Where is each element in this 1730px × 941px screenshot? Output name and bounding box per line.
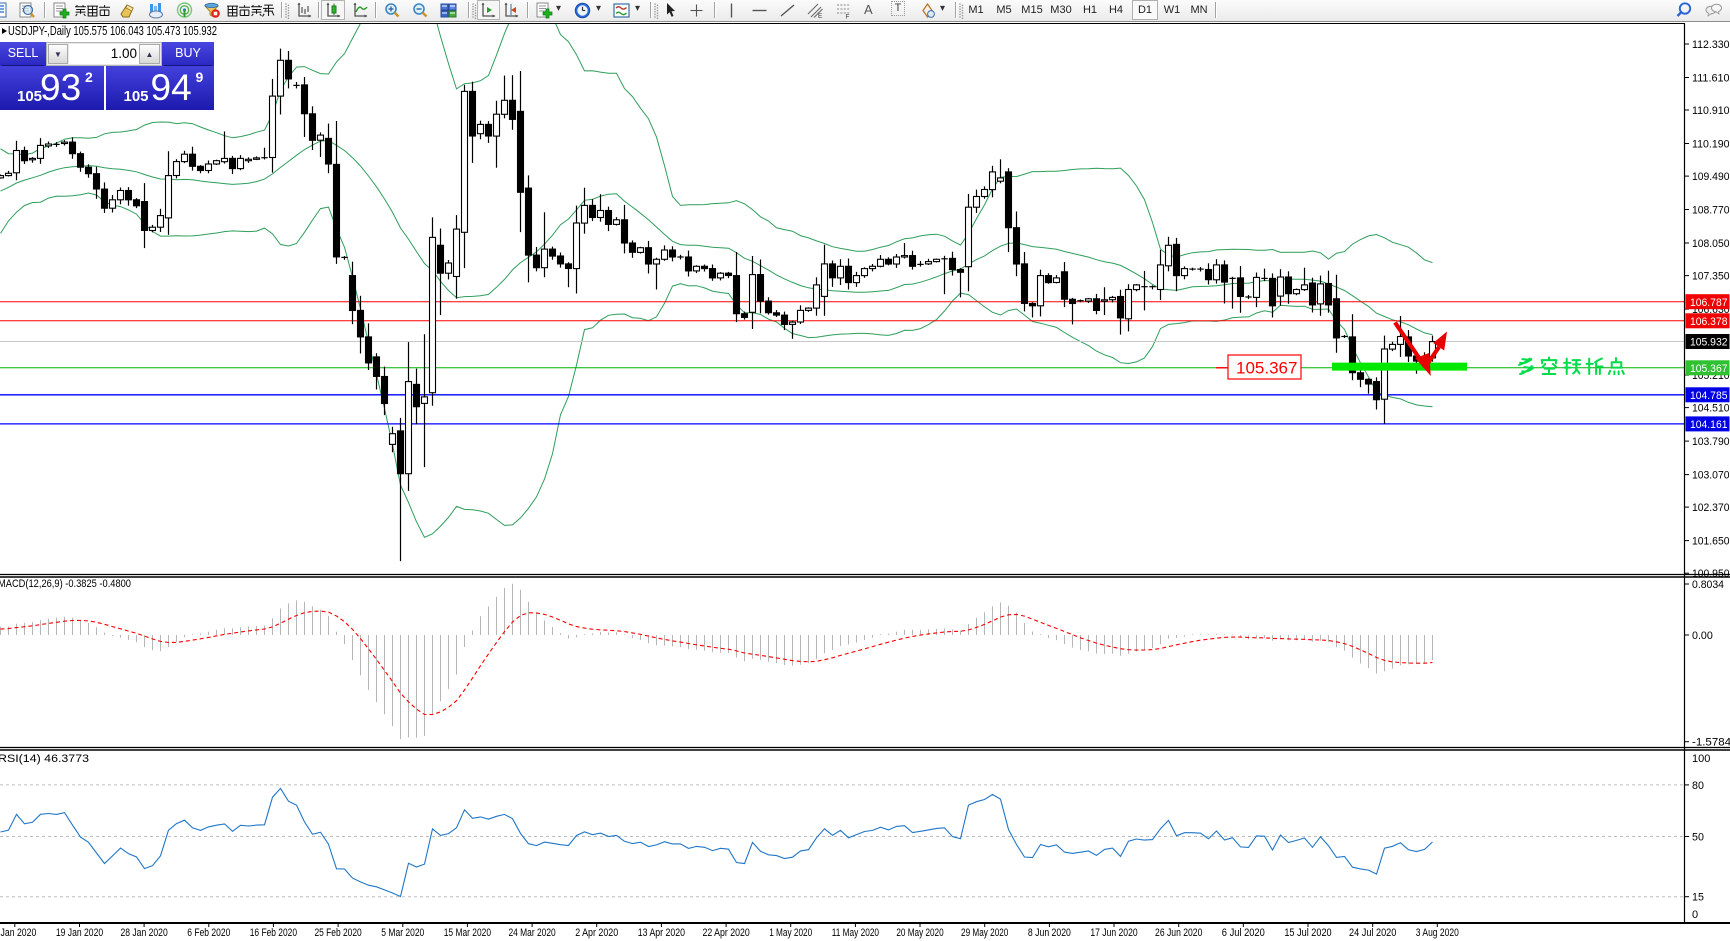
svg-text:80: 80: [1692, 780, 1704, 792]
svg-text:28 Jan 2020: 28 Jan 2020: [120, 927, 167, 939]
svg-text:100.950: 100.950: [1692, 568, 1730, 580]
svg-text:108.050: 108.050: [1692, 238, 1730, 250]
svg-text:20 May 2020: 20 May 2020: [896, 927, 943, 939]
svg-text:106.787: 106.787: [1690, 297, 1728, 309]
svg-text:104.510: 104.510: [1692, 403, 1730, 415]
svg-text:106.378: 106.378: [1690, 316, 1728, 328]
svg-text:15: 15: [1692, 892, 1704, 904]
svg-text:RSI(14) 46.3773: RSI(14) 46.3773: [0, 753, 89, 765]
svg-text:105.932: 105.932: [1690, 337, 1728, 349]
svg-text:29 May 2020: 29 May 2020: [961, 927, 1008, 939]
svg-text:0.8034: 0.8034: [1692, 579, 1724, 591]
svg-text:8 Jun 2020: 8 Jun 2020: [1028, 927, 1071, 939]
svg-text:F: F: [846, 14, 850, 20]
svg-text:103.790: 103.790: [1692, 436, 1730, 448]
svg-text:22 Apr 2020: 22 Apr 2020: [702, 927, 749, 939]
svg-text:109.490: 109.490: [1692, 171, 1730, 183]
svg-text:25 Feb 2020: 25 Feb 2020: [314, 927, 361, 939]
svg-text:16 Feb 2020: 16 Feb 2020: [250, 927, 297, 939]
svg-text:19 Jan 2020: 19 Jan 2020: [56, 927, 103, 939]
svg-text:15 Jul 2020: 15 Jul 2020: [1284, 927, 1331, 939]
svg-text:0: 0: [1692, 909, 1698, 921]
svg-text:112.330: 112.330: [1692, 39, 1730, 51]
svg-text:MACD(12,26,9) -0.3825 -0.4800: MACD(12,26,9) -0.3825 -0.4800: [0, 578, 131, 590]
svg-text:108.770: 108.770: [1692, 205, 1730, 217]
svg-text:111.610: 111.610: [1692, 73, 1730, 85]
svg-text:50: 50: [1692, 832, 1704, 844]
svg-text:105.367: 105.367: [1236, 359, 1297, 378]
svg-text:13 Apr 2020: 13 Apr 2020: [638, 927, 685, 939]
svg-text:11 May 2020: 11 May 2020: [832, 927, 879, 939]
svg-text:110.190: 110.190: [1692, 139, 1730, 151]
svg-text:105.367: 105.367: [1690, 363, 1728, 375]
svg-text:-1.5784: -1.5784: [1692, 737, 1730, 749]
svg-text:15 Mar 2020: 15 Mar 2020: [444, 927, 491, 939]
svg-text:26 Jun 2020: 26 Jun 2020: [1155, 927, 1202, 939]
svg-text:5 Mar 2020: 5 Mar 2020: [381, 927, 424, 939]
svg-text:104.785: 104.785: [1690, 390, 1728, 402]
svg-text:6 Jul 2020: 6 Jul 2020: [1222, 927, 1265, 939]
svg-text:1 May 2020: 1 May 2020: [769, 927, 812, 939]
svg-text:8 Jan 2020: 8 Jan 2020: [0, 927, 36, 939]
svg-text:24 Jul 2020: 24 Jul 2020: [1349, 927, 1396, 939]
svg-text:0.00: 0.00: [1692, 630, 1713, 642]
svg-text:101.650: 101.650: [1692, 536, 1730, 548]
svg-text:E: E: [818, 13, 823, 19]
svg-text:24 Mar 2020: 24 Mar 2020: [508, 927, 555, 939]
svg-text:3 Aug 2020: 3 Aug 2020: [1416, 927, 1459, 939]
svg-text:104.161: 104.161: [1690, 419, 1728, 431]
svg-text:102.370: 102.370: [1692, 502, 1730, 514]
svg-text:107.350: 107.350: [1692, 271, 1730, 283]
svg-text:110.910: 110.910: [1692, 105, 1730, 117]
svg-text:6 Feb 2020: 6 Feb 2020: [187, 927, 230, 939]
svg-text:100: 100: [1692, 753, 1710, 765]
svg-text:USDJPY-,Daily 105.575 106.043: USDJPY-,Daily 105.575 106.043 105.473 10…: [8, 24, 217, 38]
svg-text:103.070: 103.070: [1692, 470, 1730, 482]
svg-text:17 Jun 2020: 17 Jun 2020: [1090, 927, 1137, 939]
svg-text:2 Apr 2020: 2 Apr 2020: [575, 927, 618, 939]
